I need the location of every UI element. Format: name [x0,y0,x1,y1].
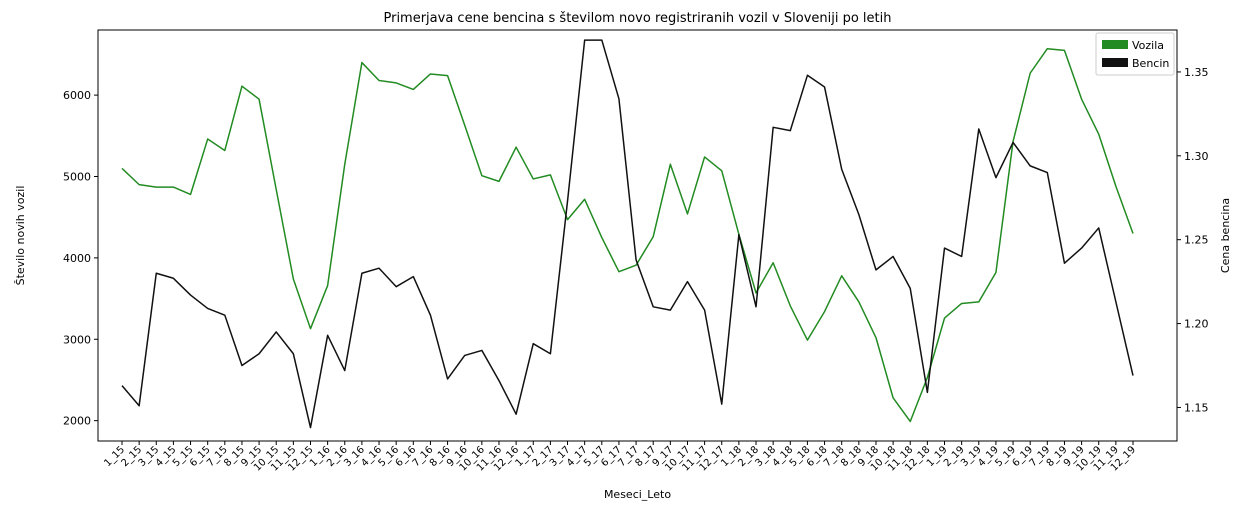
chart-title: Primerjava cene bencina s številom novo … [383,11,891,26]
right-y-tick-label: 1.15 [1184,401,1209,414]
right-y-axis: 1.15 1.20 1.25 1.30 1.35 [1177,66,1209,414]
left-y-tick-label: 4000 [63,252,91,265]
left-y-tick-label: 5000 [63,170,91,183]
left-y-tick-label: 6000 [63,89,91,102]
right-y-tick-label: 1.20 [1184,318,1209,331]
left-y-tick-label: 2000 [63,415,91,428]
plot-area [97,29,1178,442]
right-y-tick-label: 1.35 [1184,66,1209,79]
right-y-tick-label: 1.25 [1184,234,1209,247]
right-y-axis-label: Cena bencina [1219,198,1232,273]
legend: Vozila Bencin [1095,32,1175,76]
legend-swatch [1102,58,1128,67]
left-y-axis-label: Število novih vozil [14,186,27,286]
legend-swatch [1102,40,1128,49]
series-line-bencin [121,39,1134,429]
legend-label: Vozila [1132,39,1164,52]
x-axis-label: Meseci_Leto [604,488,671,501]
series-line-vozila [121,47,1134,423]
left-y-tick-label: 3000 [63,333,91,346]
legend-label: Bencin [1132,57,1169,70]
x-axis: 1_152_153_154_155_156_157_158_159_1510_1… [102,441,1138,474]
left-y-axis: 2000 3000 4000 5000 6000 [63,89,98,428]
series-layer [121,39,1134,429]
right-y-tick-label: 1.30 [1184,150,1209,163]
